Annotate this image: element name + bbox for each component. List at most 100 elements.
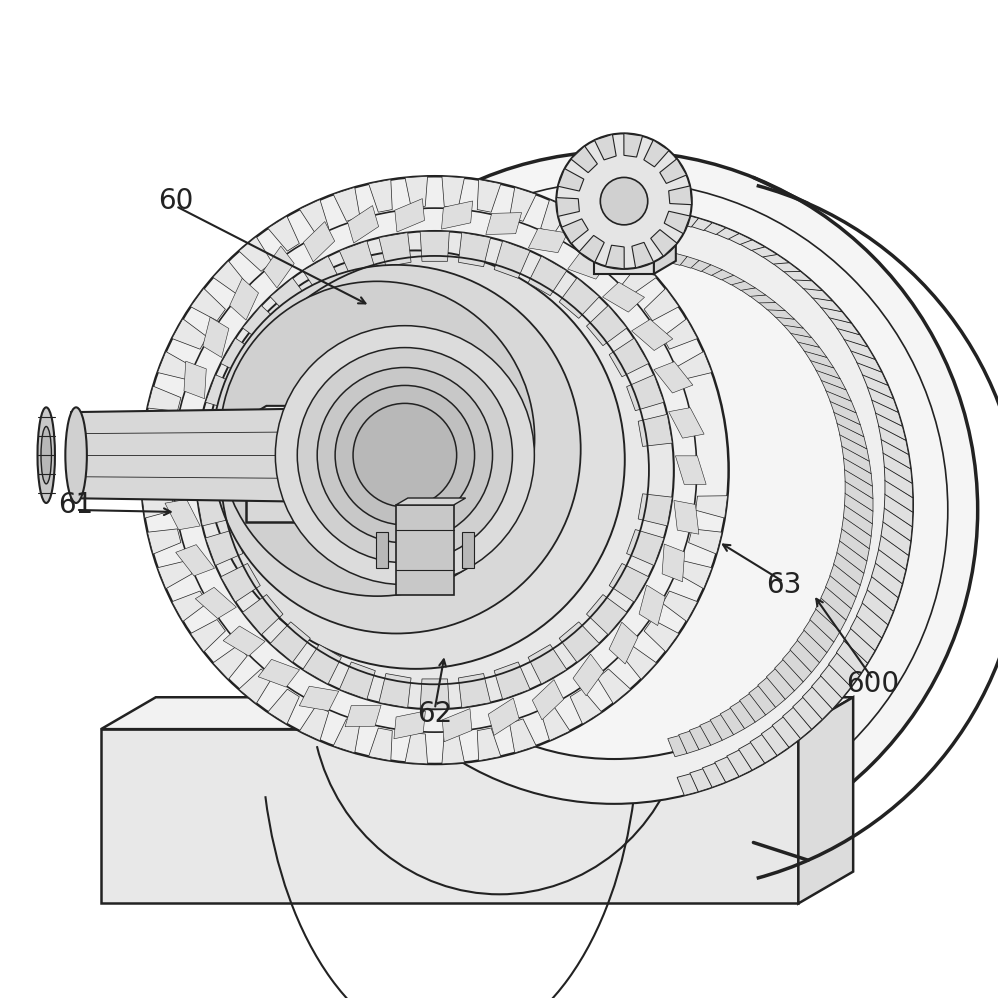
Polygon shape: [695, 496, 727, 518]
Polygon shape: [811, 675, 842, 709]
Polygon shape: [495, 241, 530, 278]
Polygon shape: [843, 505, 872, 536]
Polygon shape: [662, 319, 697, 349]
Polygon shape: [268, 689, 300, 724]
Text: 60: 60: [158, 187, 194, 215]
Polygon shape: [664, 211, 690, 234]
Polygon shape: [532, 680, 563, 720]
Polygon shape: [395, 199, 425, 232]
Polygon shape: [223, 626, 265, 656]
Polygon shape: [790, 332, 819, 347]
Polygon shape: [856, 362, 888, 385]
Polygon shape: [459, 233, 491, 267]
Polygon shape: [856, 602, 888, 638]
Circle shape: [353, 403, 457, 507]
Polygon shape: [626, 530, 664, 565]
Polygon shape: [844, 469, 873, 499]
Polygon shape: [597, 669, 630, 704]
Polygon shape: [478, 180, 500, 212]
Polygon shape: [714, 757, 739, 782]
Polygon shape: [730, 281, 755, 290]
Polygon shape: [540, 706, 570, 741]
Polygon shape: [571, 146, 597, 173]
Polygon shape: [871, 562, 902, 598]
Text: 61: 61: [59, 491, 94, 519]
Polygon shape: [172, 591, 207, 621]
Polygon shape: [792, 697, 822, 729]
Polygon shape: [757, 302, 785, 311]
Polygon shape: [486, 213, 521, 235]
Polygon shape: [631, 319, 672, 350]
Polygon shape: [369, 180, 393, 212]
Polygon shape: [885, 480, 913, 512]
Polygon shape: [172, 319, 207, 349]
Polygon shape: [239, 669, 272, 704]
Circle shape: [276, 326, 534, 585]
Circle shape: [298, 348, 512, 563]
Polygon shape: [561, 219, 588, 244]
Polygon shape: [782, 271, 812, 281]
Polygon shape: [830, 401, 860, 425]
Circle shape: [360, 251, 868, 759]
Polygon shape: [559, 278, 599, 318]
Circle shape: [335, 385, 475, 525]
Polygon shape: [489, 698, 519, 735]
Polygon shape: [443, 709, 472, 742]
Polygon shape: [573, 654, 603, 696]
Polygon shape: [667, 253, 687, 265]
Circle shape: [212, 265, 580, 633]
Polygon shape: [850, 615, 882, 651]
Polygon shape: [757, 677, 785, 707]
Polygon shape: [833, 552, 864, 585]
Polygon shape: [609, 622, 638, 664]
Polygon shape: [221, 338, 261, 377]
Polygon shape: [579, 235, 604, 262]
Polygon shape: [774, 316, 803, 328]
Polygon shape: [710, 270, 733, 280]
Polygon shape: [828, 652, 860, 687]
Polygon shape: [176, 545, 215, 576]
Polygon shape: [720, 275, 744, 285]
Polygon shape: [820, 307, 851, 323]
Polygon shape: [594, 196, 676, 209]
Polygon shape: [720, 708, 744, 735]
Polygon shape: [247, 418, 315, 522]
Polygon shape: [845, 481, 873, 511]
Polygon shape: [213, 646, 247, 679]
Polygon shape: [141, 459, 171, 481]
Polygon shape: [213, 261, 247, 295]
Polygon shape: [442, 201, 473, 229]
Polygon shape: [830, 564, 860, 597]
Polygon shape: [881, 521, 911, 556]
Polygon shape: [270, 278, 311, 318]
Polygon shape: [528, 645, 566, 684]
Circle shape: [556, 133, 691, 269]
Polygon shape: [369, 728, 393, 761]
Polygon shape: [839, 528, 869, 561]
Polygon shape: [556, 198, 579, 216]
Polygon shape: [300, 686, 339, 711]
Polygon shape: [675, 456, 706, 484]
Text: 63: 63: [766, 571, 801, 599]
Polygon shape: [802, 288, 832, 301]
Polygon shape: [586, 306, 627, 346]
Polygon shape: [540, 200, 570, 234]
Polygon shape: [396, 505, 454, 595]
Polygon shape: [462, 532, 474, 568]
Polygon shape: [206, 530, 243, 565]
Polygon shape: [668, 408, 704, 438]
Polygon shape: [594, 209, 654, 274]
Polygon shape: [559, 622, 599, 662]
Polygon shape: [884, 466, 913, 498]
Polygon shape: [867, 386, 898, 412]
Polygon shape: [148, 529, 181, 554]
Polygon shape: [71, 407, 395, 503]
Polygon shape: [883, 507, 912, 541]
Circle shape: [600, 177, 647, 225]
Polygon shape: [710, 714, 733, 740]
Polygon shape: [644, 619, 679, 652]
Polygon shape: [605, 245, 624, 269]
Polygon shape: [196, 456, 226, 485]
Polygon shape: [739, 693, 766, 722]
Polygon shape: [340, 662, 376, 699]
